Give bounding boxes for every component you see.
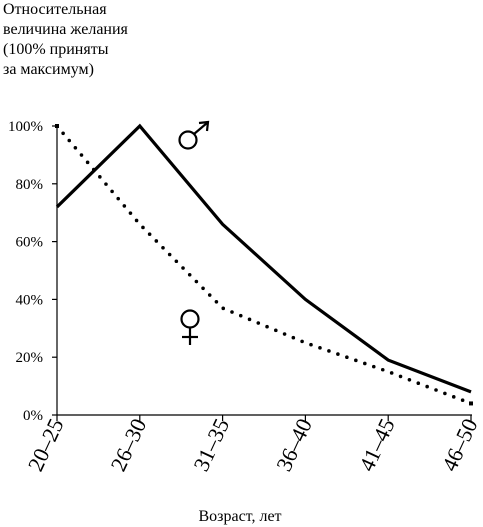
x-tick-label: 31–35 <box>188 415 234 475</box>
series-line <box>55 123 472 394</box>
series-line <box>55 124 473 406</box>
female-symbol-circle <box>180 309 200 329</box>
x-tick-label: 41–45 <box>354 415 400 475</box>
x-ticks: 20–25 26–30 31–35 36–40 41–45 46–50 <box>23 415 483 475</box>
male-symbol-circle <box>178 130 198 150</box>
y-axis-label-line-1: Относительная <box>3 1 107 18</box>
y-ticks: 0% 20% 40% 60% 80% 100% <box>8 119 57 424</box>
y-tick-label: 100% <box>8 119 43 135</box>
y-tick-label: 20% <box>16 350 44 366</box>
series-1 <box>55 124 473 406</box>
series-start-marker <box>55 124 59 128</box>
x-tick-label: 46–50 <box>437 415 483 475</box>
y-tick-label: 40% <box>16 292 44 308</box>
male-symbol-icon <box>178 120 210 150</box>
y-tick-label: 0% <box>23 408 43 424</box>
x-axis-label: Возраст, лет <box>198 508 281 525</box>
y-tick-label: 60% <box>16 235 44 251</box>
male-symbol-shaft <box>193 122 208 135</box>
y-axis-label-line-2: величина желания <box>3 21 128 38</box>
female-symbol-icon <box>180 309 200 345</box>
y-axis-label-line-3: (100% приняты <box>3 41 109 58</box>
male-symbol-arrowhead <box>198 120 210 132</box>
series-end-marker <box>469 401 473 406</box>
y-axis-label: Относительная величина желания (100% при… <box>3 0 203 80</box>
x-tick-label: 36–40 <box>271 415 317 475</box>
axes <box>56 124 472 416</box>
series-0 <box>55 123 472 394</box>
x-tick-label: 26–30 <box>105 415 151 475</box>
y-tick-label: 80% <box>16 177 44 193</box>
y-axis-label-line-4: за максимум) <box>3 61 94 78</box>
series <box>55 123 473 406</box>
series-symbols <box>178 120 210 345</box>
